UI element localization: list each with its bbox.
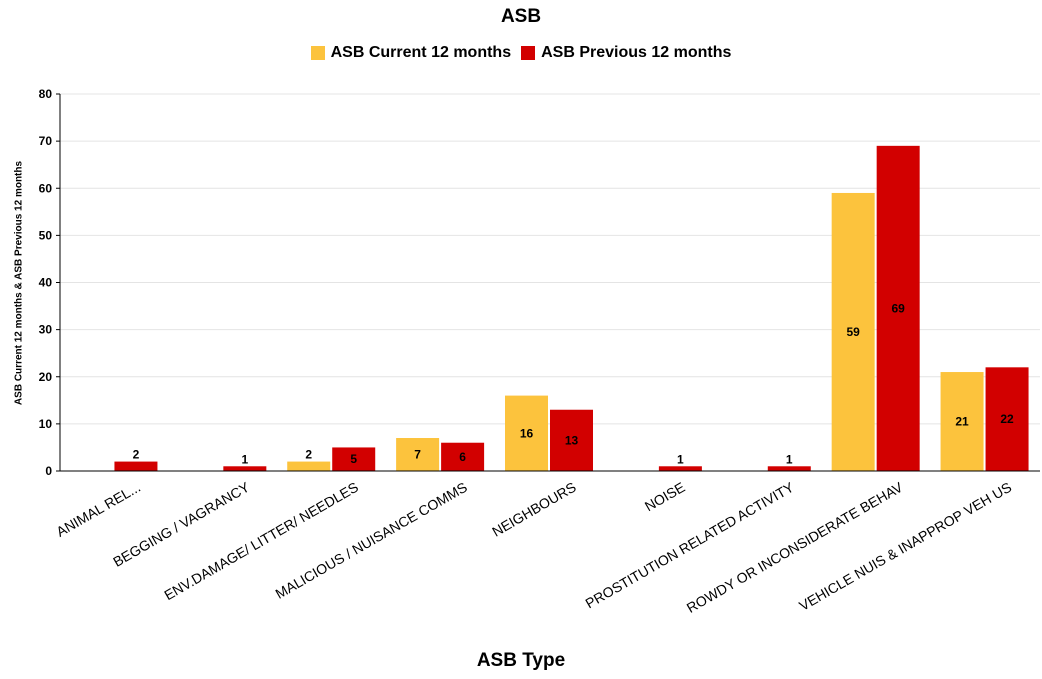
data-label: 59: [846, 325, 860, 339]
y-tick-label: 70: [39, 134, 53, 148]
bar-previous[interactable]: [114, 461, 158, 471]
y-tick-label: 30: [39, 323, 53, 337]
bar-previous[interactable]: [985, 367, 1029, 471]
bar-current[interactable]: [505, 395, 548, 471]
bar-previous[interactable]: [223, 466, 267, 471]
x-tick-label: ENV.DAMAGE/ LITTER/ NEEDLES: [161, 479, 361, 603]
bar-previous[interactable]: [332, 447, 376, 471]
bar-previous[interactable]: [767, 466, 811, 471]
bar-current[interactable]: [940, 372, 984, 471]
x-tick-label: ROWDY OR INCONSIDERATE BEHAV: [684, 478, 906, 615]
y-tick-label: 80: [39, 87, 53, 101]
bars: [114, 145, 1029, 471]
data-label: 1: [786, 452, 793, 466]
data-label: 22: [1000, 412, 1014, 426]
data-label: 16: [520, 426, 534, 440]
data-label: 5: [350, 452, 357, 466]
data-label: 1: [241, 452, 248, 466]
data-label: 21: [955, 415, 969, 429]
data-label: 2: [305, 448, 312, 462]
bar-current[interactable]: [831, 192, 875, 471]
legend: ASB Current 12 months ASB Previous 12 mo…: [0, 44, 1042, 62]
bar-previous[interactable]: [441, 442, 485, 471]
legend-item-previous[interactable]: ASB Previous 12 months: [521, 44, 731, 62]
data-label: 6: [459, 450, 466, 464]
legend-item-current[interactable]: ASB Current 12 months: [310, 44, 512, 62]
data-label: 2: [133, 448, 140, 462]
y-tick-label: 40: [39, 276, 53, 290]
y-tick-label: 20: [39, 370, 53, 384]
x-tick-label: NEIGHBOURS: [489, 479, 579, 540]
y-tick-label: 10: [39, 417, 53, 431]
bar-current[interactable]: [287, 461, 331, 471]
legend-swatch-previous: [521, 46, 536, 60]
bar-current[interactable]: [396, 438, 440, 471]
bar-previous[interactable]: [658, 466, 702, 471]
x-tick-label: PROSTITUTION RELATED ACTIVITY: [583, 478, 797, 611]
chart-title: ASB: [500, 6, 542, 27]
x-tick-label: ANIMAL REL...: [53, 479, 143, 540]
x-axis-label: ASB Type: [476, 650, 566, 671]
data-label: 13: [565, 433, 579, 447]
x-tick-label: NOISE: [642, 479, 688, 515]
axes: [56, 93, 1040, 472]
legend-label-current: ASB Current 12 months: [330, 44, 512, 61]
y-tick-label: 60: [39, 181, 53, 195]
legend-swatch-current: [310, 46, 325, 60]
y-tick-label: 50: [39, 228, 53, 242]
legend-label-previous: ASB Previous 12 months: [541, 44, 732, 61]
y-tick-label: 0: [45, 464, 52, 478]
bar-previous[interactable]: [550, 409, 593, 471]
data-label: 69: [891, 301, 905, 315]
x-tick-label: VEHICLE NUIS & INAPPROP VEH US: [796, 479, 1014, 614]
x-tick-label: MALICIOUS / NUISANCE COMMS: [273, 479, 470, 602]
data-label: 7: [414, 448, 421, 462]
data-label: 1: [677, 452, 684, 466]
bar-previous[interactable]: [876, 145, 920, 471]
